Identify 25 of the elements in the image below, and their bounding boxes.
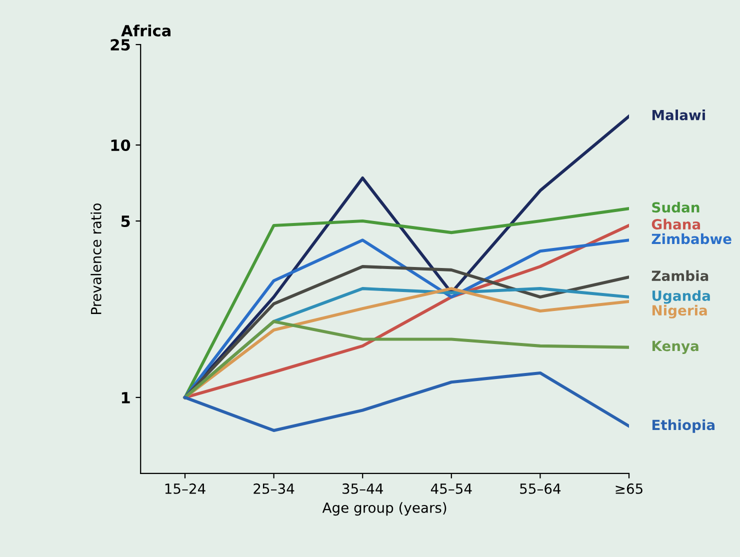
series-label: Ethiopia	[652, 419, 714, 433]
x-tick-label: 15–24	[165, 483, 206, 494]
series-label: Sudan	[652, 202, 700, 213]
line-series	[183, 371, 629, 432]
series-label: Kenya	[652, 340, 698, 354]
series-label: Zambia	[652, 270, 708, 282]
y-tick-label: 25	[110, 39, 130, 51]
x-tick-label: 25–34	[254, 483, 294, 494]
series-label: Nigeria	[652, 304, 707, 318]
series-label: Malawi	[652, 110, 705, 120]
y-tick-label: 10	[111, 139, 130, 152]
x-tick-label: 55–64	[520, 483, 561, 494]
x-axis-title: Age group (years)	[322, 502, 446, 516]
y-tick-label: 1	[122, 392, 130, 404]
line-series	[183, 265, 629, 399]
y-axis-title: Prevalence ratio	[90, 203, 102, 314]
series-label: Zimbabwe	[652, 233, 732, 244]
x-tick-label: ≥65	[616, 483, 642, 494]
chart-title: Africa	[121, 24, 170, 36]
series-label: Uganda	[652, 290, 710, 304]
y-tick-label: 5	[121, 216, 130, 228]
series-label: Ghana	[652, 218, 700, 230]
x-tick-label: 45–54	[430, 484, 472, 494]
x-tick-label: 35–44	[342, 483, 383, 494]
line-series	[183, 320, 629, 399]
